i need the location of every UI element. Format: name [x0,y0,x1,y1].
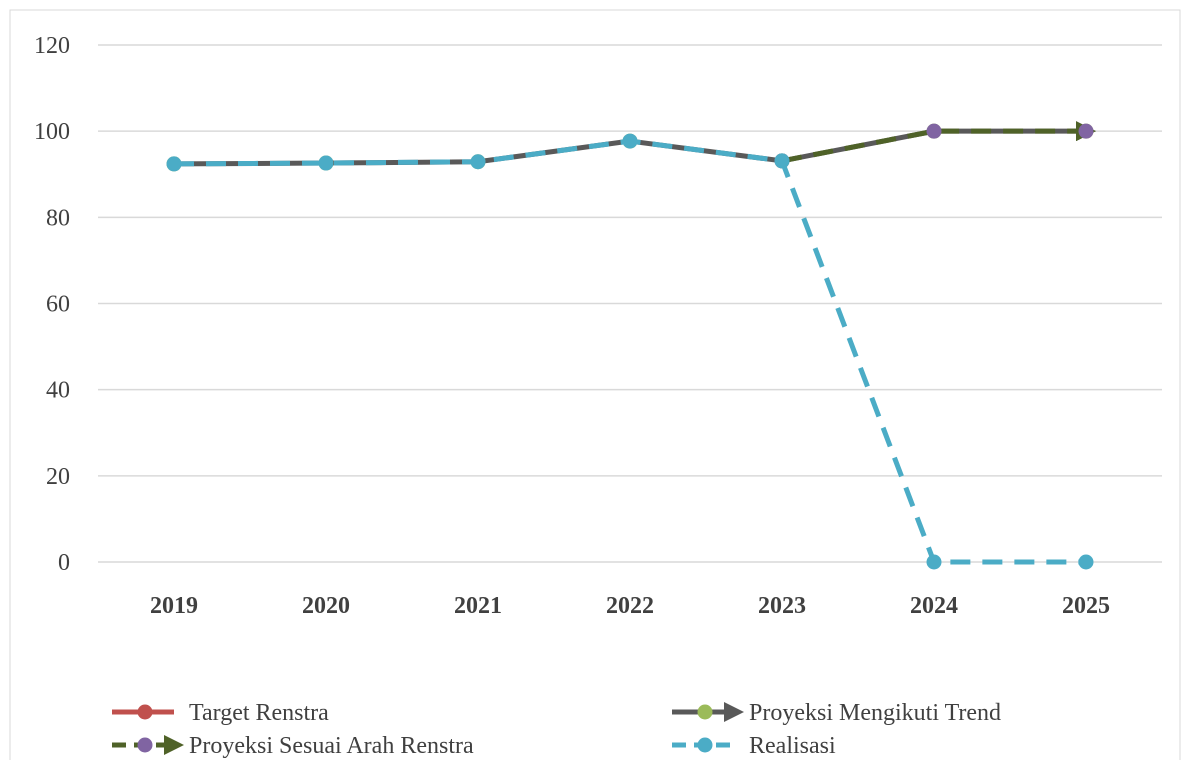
legend-marker [137,737,153,753]
y-tick-label: 40 [46,378,70,404]
y-tick-label: 120 [34,33,70,59]
point [926,554,942,570]
y-tick-label: 80 [46,205,70,231]
y-tick-label: 20 [46,464,70,490]
x-tick-label: 2024 [910,593,958,619]
point [622,133,638,149]
legend-label: Proyeksi Mengikuti Trend [749,700,1001,726]
x-tick-label: 2021 [454,593,502,619]
point [1078,123,1094,139]
y-tick-label: 100 [34,119,70,145]
x-tick-label: 2025 [1062,593,1110,619]
series-line [781,121,1096,164]
x-tick-label: 2022 [606,593,654,619]
y-tick-label: 0 [58,550,70,576]
point [926,123,942,139]
x-tick-label: 2020 [302,593,350,619]
legend-marker [697,704,713,720]
y-tick-label: 60 [46,292,70,318]
legend-label: Proyeksi Sesuai Arah Renstra [189,733,474,759]
point [470,154,486,170]
point [774,153,790,169]
point [1078,554,1094,570]
legend-label: Target Renstra [189,700,329,726]
x-tick-label: 2019 [150,593,198,619]
point [318,155,334,171]
legend-marker [137,704,153,720]
legend-label: Realisasi [749,733,836,759]
point [166,156,182,172]
chart-frame [9,9,1181,760]
legend-marker [697,737,713,753]
x-tick-label: 2023 [758,593,806,619]
